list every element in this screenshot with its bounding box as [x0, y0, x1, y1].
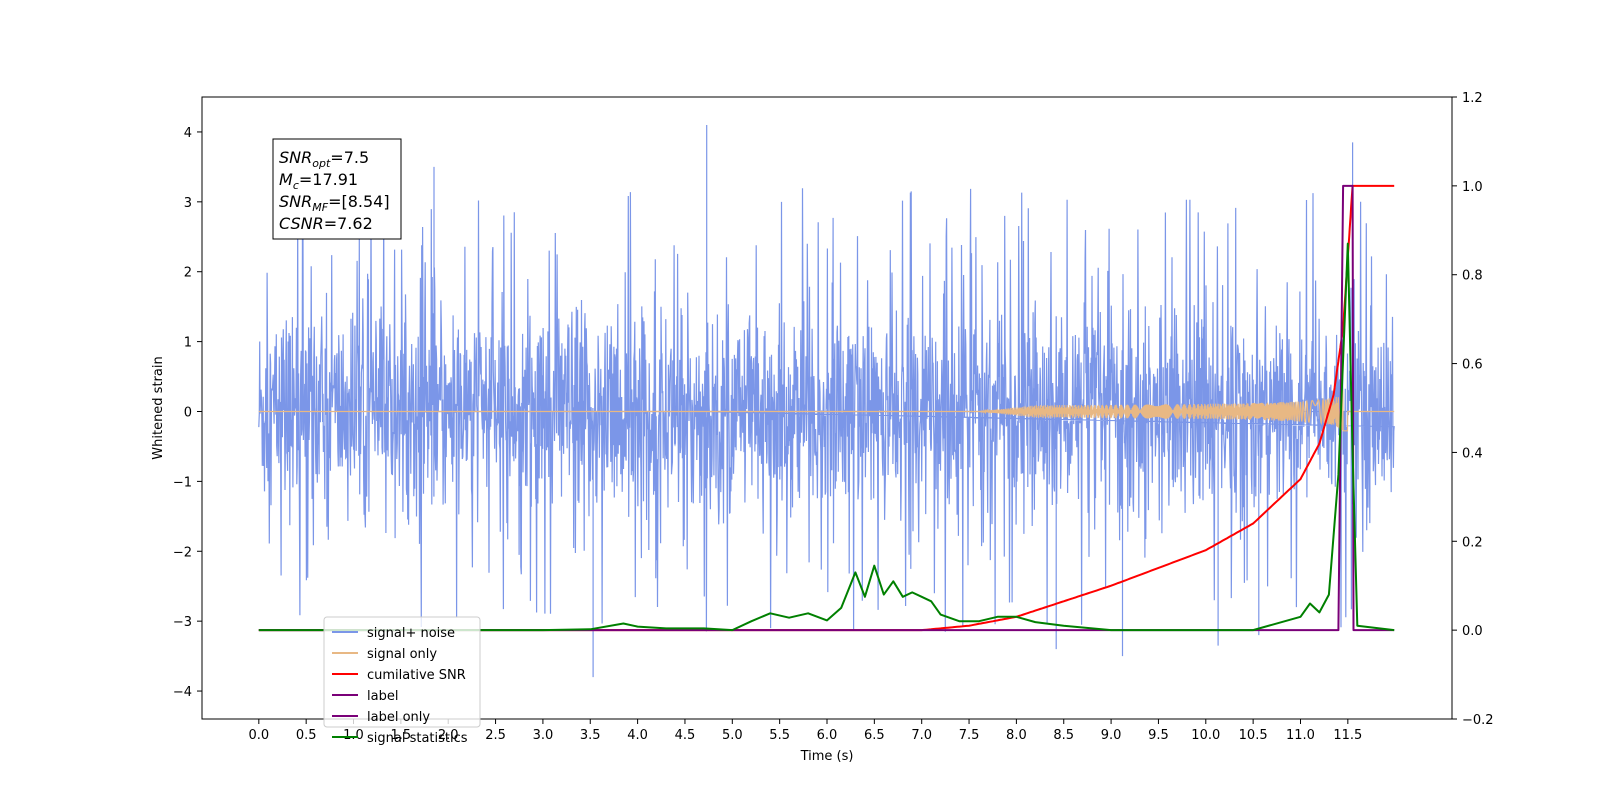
y-tick-label: 4 [184, 126, 192, 141]
x-tick-label: 10.0 [1191, 728, 1220, 743]
x-tick-label: 2.0 [438, 728, 459, 743]
x-tick-label: 2.5 [485, 728, 506, 743]
annotation-line: CSNR=7.62 [279, 214, 373, 233]
y-tick-label: 2 [184, 266, 192, 281]
x-tick-label: 10.5 [1239, 728, 1268, 743]
legend-label: signal+ noise [367, 626, 455, 641]
series-layer [258, 125, 1395, 678]
y-tick-label: −2 [173, 545, 192, 560]
y-tick-label: −3 [173, 615, 192, 630]
x-tick-label: 1.5 [391, 728, 412, 743]
y-tick-label: 1 [184, 336, 192, 351]
x-axis-label: Time (s) [800, 749, 854, 764]
y2-tick-label: 0.4 [1462, 446, 1483, 461]
x-axis: 0.0 0.5 1.0 1.5 2.0 2.5 3.0 3.5 4.0 4.5 5.0 5.5 6.0 6… [248, 719, 1362, 743]
y2-tick-label: 0.6 [1462, 358, 1483, 373]
y-axis-label: Whitened strain [151, 356, 166, 459]
y-axis-left: 4 3 2 1 0 −1 −2 −3 −4 [173, 126, 202, 700]
annotation-line: Mc=17.91 [279, 170, 358, 192]
x-tick-label: 5.0 [722, 728, 743, 743]
x-tick-label: 8.0 [1006, 728, 1027, 743]
y2-tick-label: 1.0 [1462, 180, 1483, 195]
x-tick-label: 11.5 [1333, 728, 1362, 743]
x-tick-label: 0.5 [296, 728, 317, 743]
x-tick-label: 0.0 [248, 728, 269, 743]
x-tick-label: 9.5 [1148, 728, 1169, 743]
x-tick-label: 3.0 [533, 728, 554, 743]
x-tick-label: 1.0 [343, 728, 364, 743]
y2-tick-label: −0.2 [1462, 713, 1494, 728]
x-tick-label: 11.0 [1286, 728, 1315, 743]
y-tick-label: −1 [173, 475, 192, 490]
legend-label: cumilative SNR [367, 668, 466, 683]
series-signal-only-line [258, 390, 1395, 432]
y2-tick-label: 1.2 [1462, 91, 1483, 106]
series-signal-noise-line [258, 125, 1395, 678]
legend-label: label only [367, 710, 430, 725]
x-tick-label: 8.5 [1053, 728, 1074, 743]
y2-tick-label: 0.2 [1462, 535, 1483, 550]
y-tick-label: 0 [184, 405, 192, 420]
legend-label: signal only [367, 647, 437, 662]
annotation-line: SNRopt=7.5 [279, 148, 369, 170]
annotation-frame [272, 138, 402, 240]
y2-tick-label: 0.8 [1462, 269, 1483, 284]
y-axis-right: 1.2 1.0 0.8 0.6 0.4 0.2 0.0 −0.2 [1452, 91, 1494, 728]
legend: signal+ noise signal only cumilative SNR la… [323, 616, 481, 746]
x-tick-label: 6.5 [864, 728, 885, 743]
x-tick-label: 7.5 [959, 728, 980, 743]
x-tick-label: 6.0 [817, 728, 838, 743]
x-tick-label: 5.5 [769, 728, 790, 743]
legend-frame [323, 616, 481, 728]
x-tick-label: 3.5 [580, 728, 601, 743]
series-signal-statistics-line [258, 242, 1395, 632]
y-tick-label: −4 [173, 685, 192, 700]
x-tick-label: 7.0 [911, 728, 932, 743]
legend-label: signal statistics [367, 731, 468, 746]
x-tick-label: 9.0 [1101, 728, 1122, 743]
x-tick-label: 4.5 [675, 728, 696, 743]
x-tick-label: 4.0 [627, 728, 648, 743]
annotation-line: SNRMF=[8.54] [279, 192, 390, 214]
y-tick-label: 3 [184, 196, 192, 211]
y2-tick-label: 0.0 [1462, 624, 1483, 639]
legend-label: label [367, 689, 398, 704]
series-cumulative-snr-line [258, 184, 1395, 632]
